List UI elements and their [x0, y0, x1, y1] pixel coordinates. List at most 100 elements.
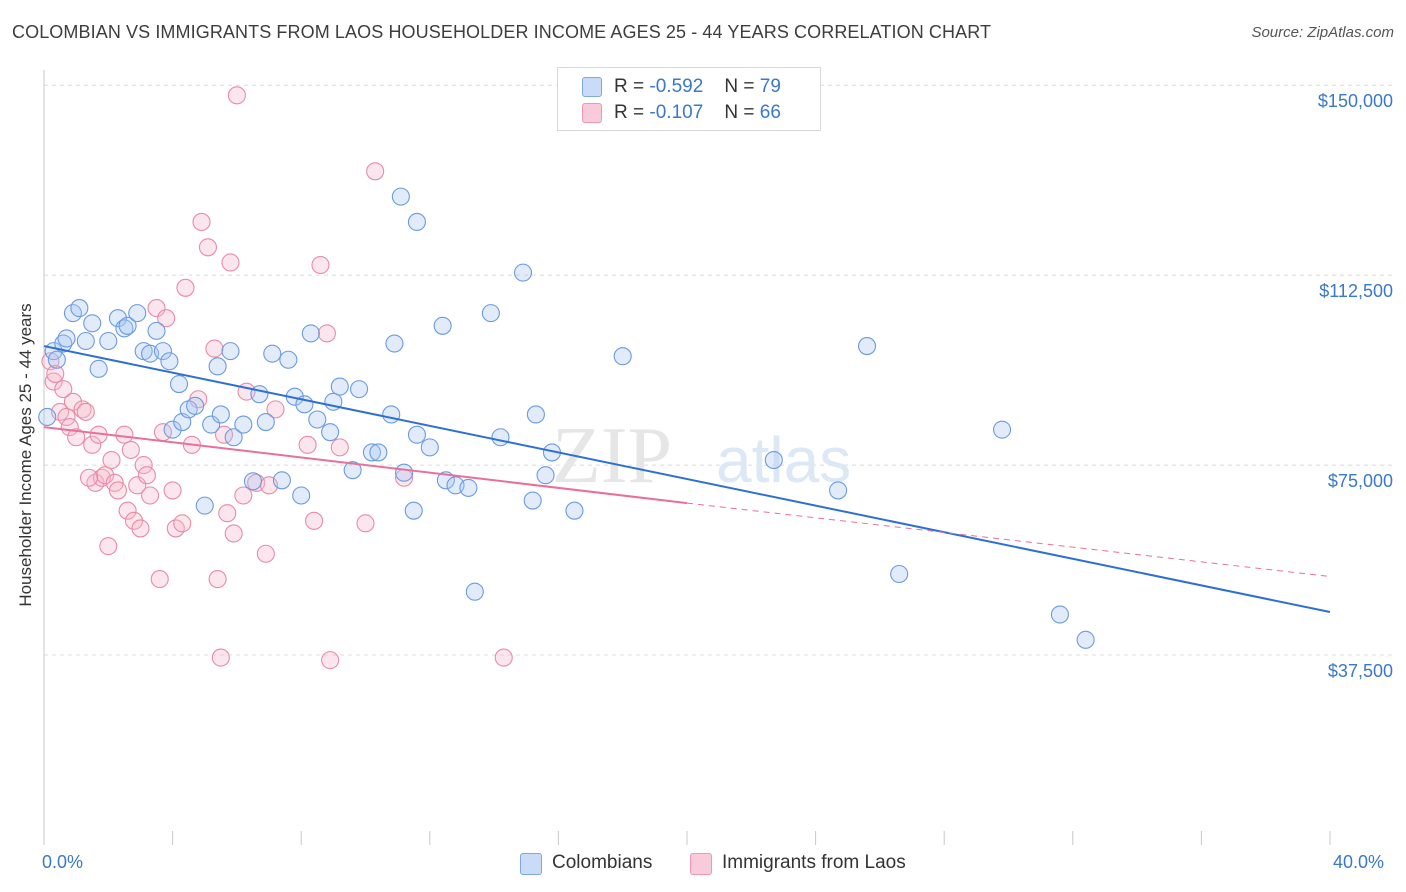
watermark: ZIP atlas [552, 412, 851, 500]
colombian-point [195, 496, 214, 515]
laos-point [141, 486, 160, 505]
colombian-point [108, 309, 127, 328]
colombian-point [395, 463, 414, 482]
laos-point [305, 511, 324, 530]
colombian-point [465, 582, 484, 601]
y-tick-label: $75,000 [1328, 471, 1393, 491]
colombian-point [382, 405, 401, 424]
laos-point [211, 648, 230, 667]
laos-point [198, 238, 218, 257]
laos-point [99, 537, 118, 556]
colombian-point [163, 420, 182, 439]
laos-point [134, 456, 153, 475]
laos-point [150, 570, 169, 589]
y-tick-label: $150,000 [1318, 91, 1393, 111]
source-label: Source: ZipAtlas.com [1251, 24, 1394, 41]
colombian-point [369, 443, 388, 462]
legend-n-laos: 66 [759, 102, 781, 123]
laos-point [83, 435, 102, 454]
laos-point [121, 440, 140, 459]
laos-point [44, 372, 63, 391]
colombian-point [362, 443, 381, 462]
laos-point [54, 380, 73, 399]
y-tick-label: $37,500 [1328, 661, 1393, 681]
y-tick-labels: $37,500 $75,000 $112,500 $150,000 [1318, 91, 1393, 681]
colombian-point [118, 316, 137, 335]
colombian-point [433, 316, 452, 335]
legend-r-label: R = [614, 102, 645, 123]
colombian-point [76, 331, 95, 351]
colombian-point [526, 405, 545, 424]
laos-point [157, 309, 176, 328]
bottom-legend-swatch-laos [690, 853, 712, 875]
laos-point [176, 278, 195, 297]
laos-point [218, 504, 237, 523]
colombian-point [83, 314, 102, 333]
y-axis-label: Householder Income Ages 25 - 44 years [16, 303, 35, 607]
colombian-point [221, 342, 240, 361]
colombian-point [857, 337, 877, 356]
colombian-point [70, 299, 89, 318]
colombian-point [99, 331, 118, 351]
colombian-point [829, 481, 848, 500]
laos-point [224, 524, 243, 543]
colombian-point [420, 438, 439, 457]
laos-points [41, 86, 513, 670]
colombian-point [1050, 605, 1069, 624]
colombian-point [57, 329, 76, 348]
legend-text-colombians: R = -0.592 N = 79 [614, 76, 781, 98]
colombian-point [407, 212, 426, 232]
laos-point [73, 400, 92, 419]
colombian-point [1076, 630, 1095, 649]
laos-point [321, 651, 340, 670]
bottom-legend-label-colombians: Colombians [552, 852, 653, 873]
x-tick-min: 0.0% [42, 852, 84, 872]
laos-point [356, 514, 375, 533]
legend-r-colombians: -0.592 [649, 76, 704, 97]
colombian-point [330, 377, 349, 396]
colombian-point [263, 344, 282, 363]
colombian-point [491, 428, 510, 447]
laos-point [330, 438, 349, 457]
colombian-point [256, 412, 275, 432]
colombian-point [350, 380, 369, 399]
colombian-point [407, 425, 426, 444]
laos-point [366, 162, 385, 181]
laos-point [173, 514, 192, 533]
colombian-point [536, 466, 555, 485]
colombian-point [208, 357, 227, 376]
legend-swatch-laos [582, 103, 602, 123]
y-tick-label: $112,500 [1319, 281, 1393, 301]
trend-lines [43, 345, 1331, 613]
legend-r-laos: -0.107 [649, 102, 704, 123]
legend-r-label: R = [614, 76, 645, 97]
bottom-legend-swatch-colombians [520, 853, 542, 875]
laos-point [494, 648, 513, 667]
colombian-point [385, 334, 404, 353]
laos-point [234, 486, 253, 505]
legend-swatch-colombians [582, 77, 602, 97]
grid-lines [44, 84, 1394, 656]
colombian-point [613, 347, 632, 366]
colombian-point [308, 410, 327, 429]
colombian-point [243, 472, 263, 491]
laos-point [317, 324, 336, 343]
laos-point [298, 435, 317, 454]
legend: R = -0.592 N = 79 R = -0.107 N = 66 [557, 67, 821, 131]
laos-point [311, 255, 330, 275]
colombian-point [301, 324, 320, 343]
laos-point [108, 481, 127, 500]
colombian-point [343, 461, 362, 480]
colombian-point [993, 420, 1012, 439]
legend-n-label: N = [724, 102, 755, 123]
laos-point [227, 86, 246, 105]
colombian-point [890, 564, 909, 584]
laos-point [137, 466, 156, 485]
laos-point [131, 519, 150, 538]
colombian-point [38, 407, 57, 427]
laos-point [102, 450, 121, 470]
legend-n-colombians: 79 [759, 76, 781, 97]
axes [43, 70, 1331, 845]
laos-point [163, 481, 182, 500]
